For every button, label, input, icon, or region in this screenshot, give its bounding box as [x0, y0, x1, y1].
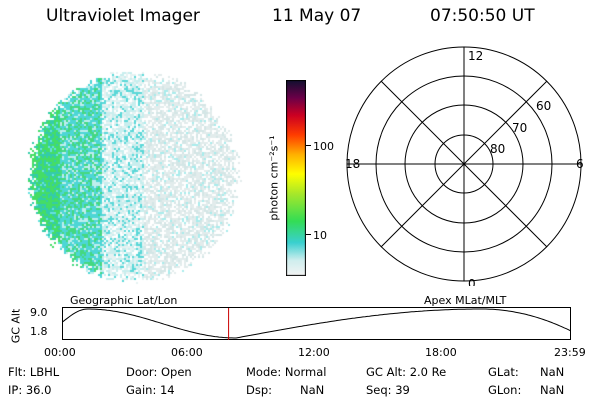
- gc-alt-status: GC Alt: 2.0 Re: [366, 365, 447, 379]
- mlt-label-18: 18: [345, 157, 360, 171]
- colorbar-tick-100-mark: [306, 145, 311, 146]
- observation-date: 11 May 07: [272, 6, 362, 26]
- lat-label-60: 60: [536, 99, 551, 113]
- lat-label-80: 80: [490, 142, 505, 156]
- glon-value: NaN: [540, 383, 565, 397]
- timeline-xtick-1800: 18:00: [425, 346, 457, 359]
- timeline-plot: [62, 307, 571, 340]
- filter-status: Flt: LBHL: [8, 365, 60, 379]
- polar-grid: 12 0 18 6 60 70 80: [345, 46, 584, 286]
- sequence-status: Seq: 39: [366, 383, 410, 397]
- timeline-xtick-0000: 00:00: [44, 346, 76, 359]
- timeline-xtick-0600: 06:00: [171, 346, 203, 359]
- dsp-value: NaN: [300, 383, 325, 397]
- timeline-frame: [62, 307, 571, 340]
- lat-label-70: 70: [512, 121, 527, 135]
- dsp-label: Dsp:: [246, 383, 273, 397]
- auroral-image-disk: [20, 62, 246, 290]
- timeline-ytick-high: 9.0: [30, 306, 48, 319]
- instrument-title: Ultraviolet Imager: [46, 6, 200, 26]
- mode-status: Mode: Normal: [246, 365, 327, 379]
- ip-status: IP: 36.0: [8, 383, 52, 397]
- timeline-right-label: Apex MLat/MLT: [424, 294, 507, 307]
- glat-value: NaN: [540, 365, 565, 379]
- glon-label: GLon:: [488, 383, 522, 397]
- timeline-xtick-2359: 23:59: [554, 346, 586, 359]
- glat-label: GLat:: [488, 365, 519, 379]
- mlt-label-0: 0: [468, 277, 476, 286]
- mlt-label-6: 6: [576, 157, 584, 171]
- timeline-ytick-low: 1.8: [30, 325, 48, 338]
- gain-status: Gain: 14: [126, 383, 175, 397]
- timeline-xtick-1200: 12:00: [298, 346, 330, 359]
- observation-time: 07:50:50 UT: [430, 6, 535, 26]
- colorbar-tick-10-mark: [306, 234, 311, 235]
- timeline-y-axis-label: GC Alt: [9, 308, 23, 344]
- colorbar-tick-100: 100: [313, 140, 334, 153]
- colorbar-unit-label: photon cm⁻²s⁻¹: [267, 135, 281, 221]
- altitude-curve: [62, 308, 571, 339]
- colorbar-tick-10: 10: [313, 229, 327, 242]
- mlt-label-12: 12: [468, 49, 483, 63]
- colorbar: [286, 80, 306, 276]
- timeline-left-label: Geographic Lat/Lon: [70, 294, 178, 307]
- diagonal-meridian-b: [380, 80, 548, 248]
- door-status: Door: Open: [126, 365, 192, 379]
